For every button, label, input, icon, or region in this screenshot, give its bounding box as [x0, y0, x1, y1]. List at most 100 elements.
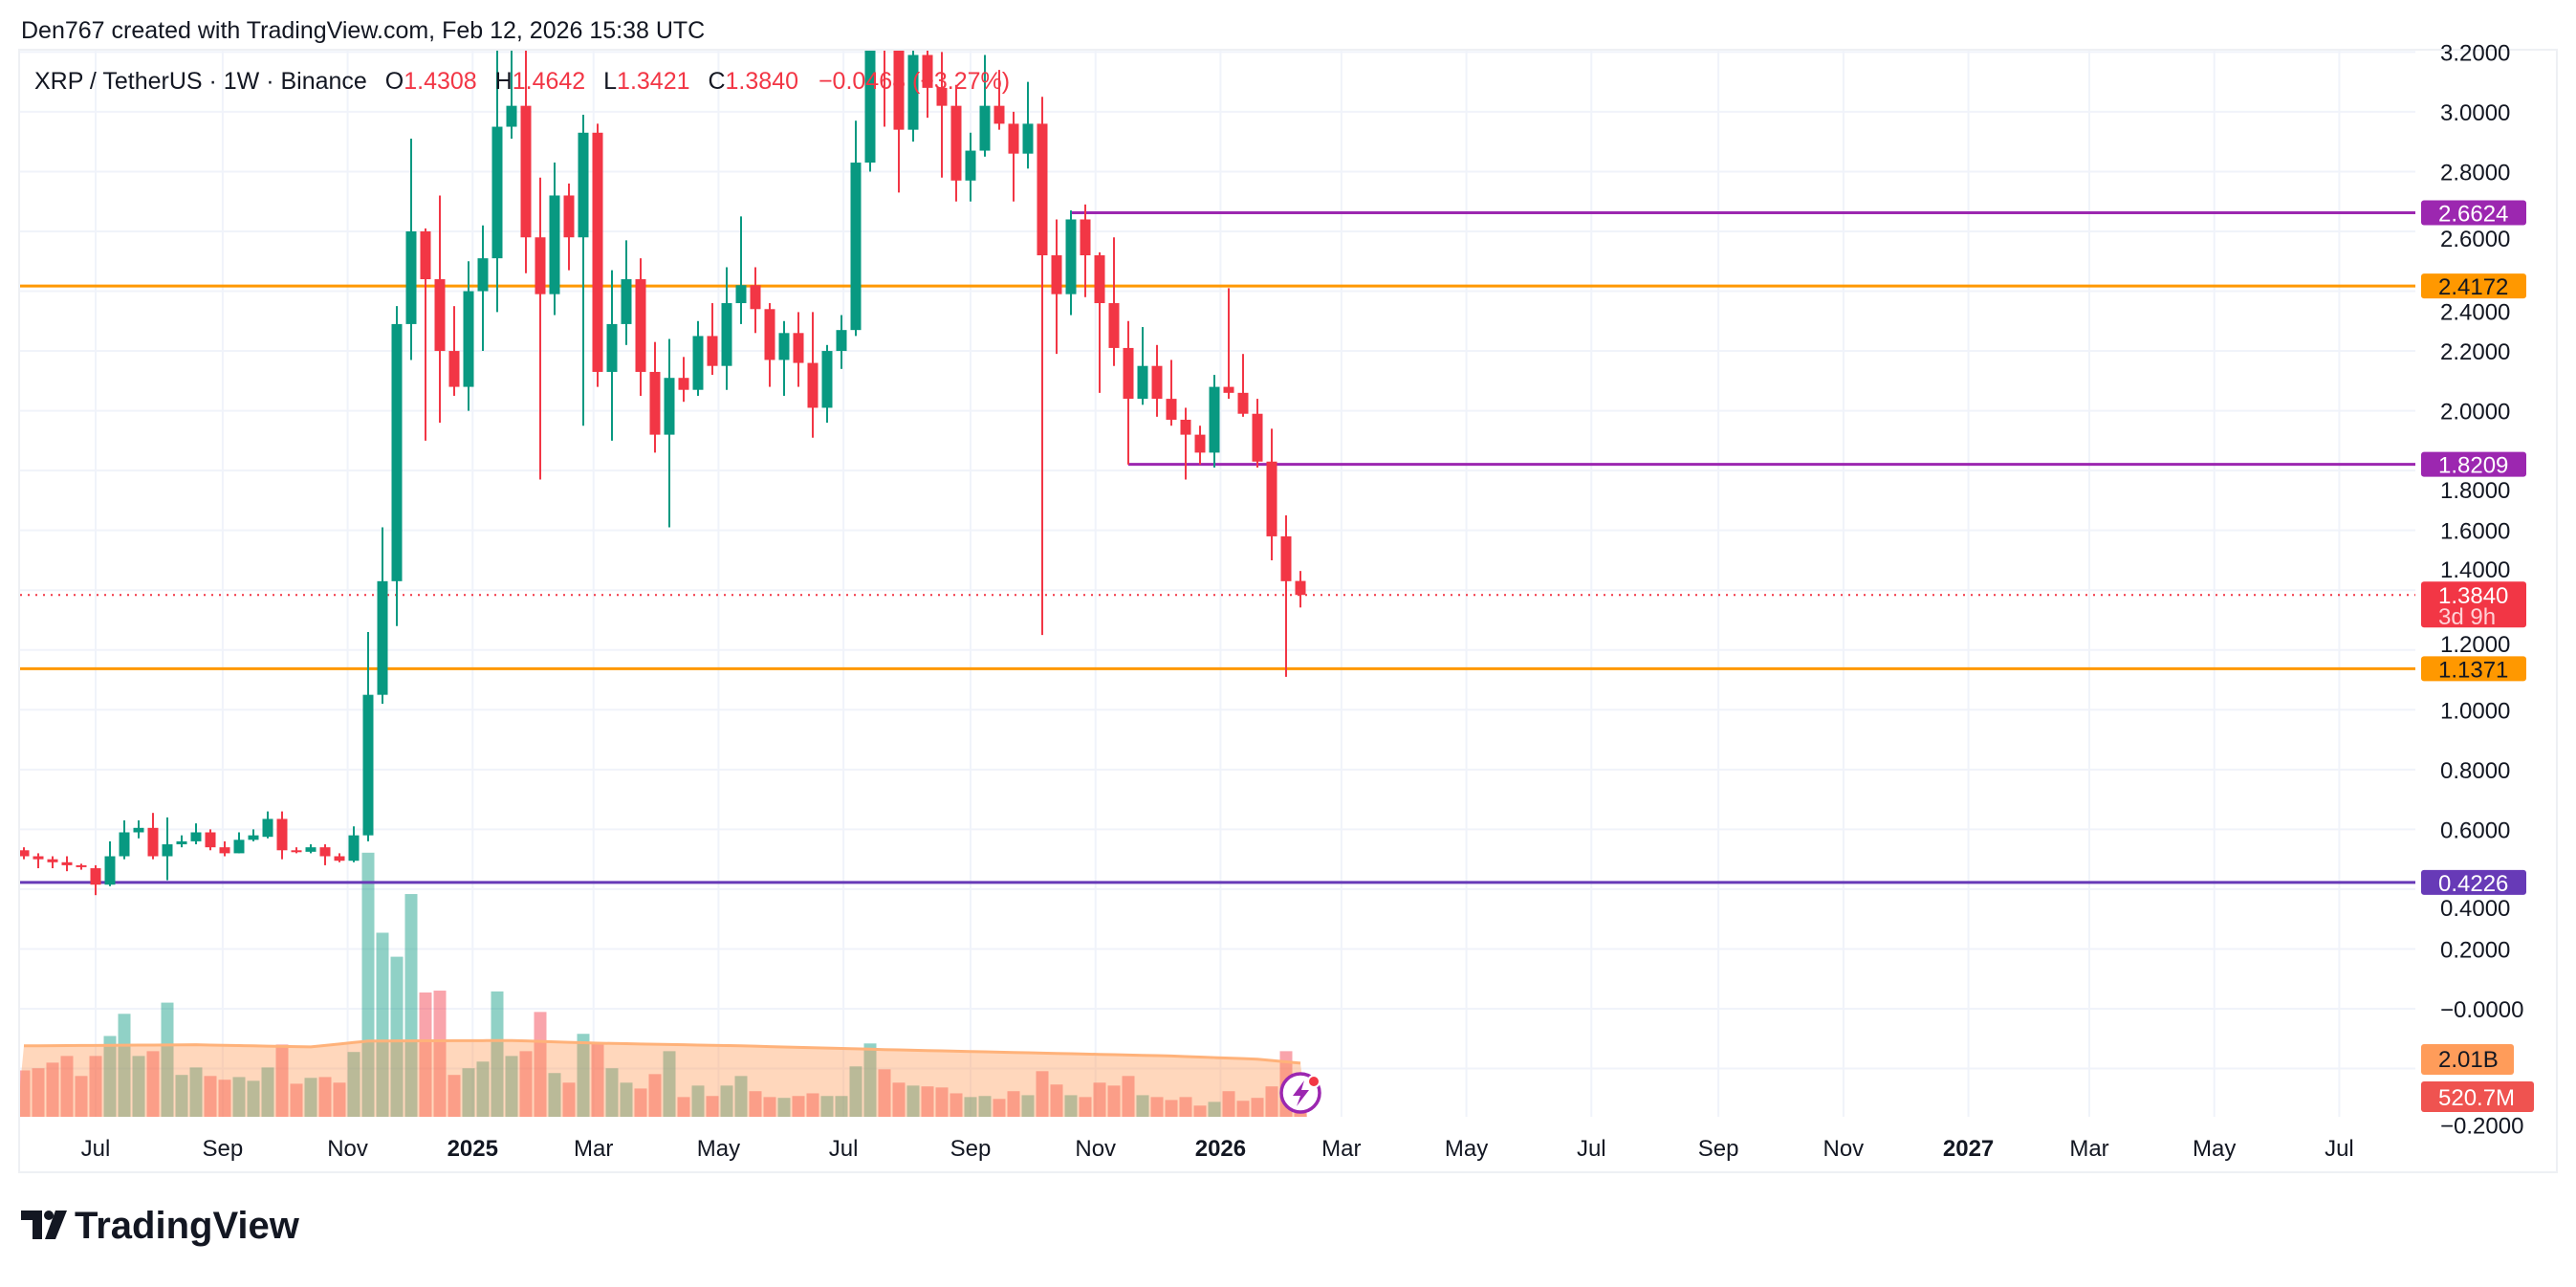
volume-bar	[333, 1082, 346, 1117]
candle-body	[20, 850, 30, 857]
candle-body	[793, 333, 804, 363]
volume-bar	[1122, 1076, 1135, 1117]
candle-body	[549, 195, 560, 294]
candle	[1180, 407, 1191, 480]
volume-bar	[204, 1076, 217, 1117]
level-price-badge	[2421, 200, 2526, 226]
candle-body	[448, 351, 460, 387]
candle	[434, 195, 446, 424]
price-tick-label: 0.6000	[2440, 818, 2510, 843]
candle-body	[979, 105, 991, 151]
candle-body	[649, 371, 661, 435]
candle-body	[162, 844, 173, 857]
volume-ma-line	[23, 1038, 1301, 1065]
volume-bar	[605, 1068, 619, 1117]
volume-bar	[577, 1034, 590, 1117]
volume-bar	[534, 1012, 547, 1117]
candle	[405, 139, 417, 360]
volume-bar	[691, 1085, 705, 1117]
candle	[907, 51, 919, 142]
last-price-badge	[2421, 581, 2526, 628]
candle-body	[692, 336, 704, 390]
candle-body	[348, 835, 360, 862]
lightning-bolt-icon[interactable]	[1279, 1072, 1321, 1114]
horizontal-levels[interactable]	[20, 210, 2415, 884]
candle	[880, 0, 890, 127]
time-axis[interactable]: Jul Sep Nov 2025 Mar May Jul Sep Nov 2026 Mar May Ju…	[81, 1136, 2354, 1162]
candle-body	[119, 832, 130, 857]
candle-body	[434, 279, 446, 352]
candle	[262, 811, 273, 839]
volume-bar	[132, 1056, 145, 1117]
bar-countdown-label: 3d 9h	[2438, 604, 2496, 630]
volume-bar	[777, 1098, 791, 1117]
price-tick-label: −0.2000	[2440, 1114, 2523, 1140]
volume-bar	[1208, 1102, 1221, 1117]
candle-body	[90, 868, 101, 885]
candle-body	[61, 862, 73, 865]
candle	[233, 832, 245, 854]
volume-bar	[1193, 1105, 1207, 1117]
volume-bar	[89, 1056, 102, 1117]
candle	[893, 51, 905, 193]
candle-body	[477, 258, 489, 292]
candle	[993, 70, 1005, 130]
candle	[1108, 237, 1120, 366]
candle	[61, 856, 73, 872]
price-tick-label: 3.0000	[2440, 100, 2510, 126]
time-tick-label: 2026	[1195, 1136, 1246, 1162]
candle	[606, 270, 618, 441]
volume-bar	[290, 1083, 303, 1117]
candle-body	[821, 351, 833, 408]
volume-bar	[978, 1096, 992, 1117]
volume-bar	[806, 1093, 819, 1117]
tradingview-logo: TradingView	[21, 1205, 300, 1247]
legend-open: 1.4308	[404, 68, 476, 95]
candle	[377, 527, 388, 705]
candle-body	[893, 51, 905, 130]
price-tick-label: 3.2000	[2440, 40, 2510, 66]
candle	[535, 177, 546, 480]
candle-body	[176, 840, 187, 845]
candle-body	[420, 230, 431, 280]
legend-symbol: XRP / TetherUS · 1W · Binance	[34, 68, 367, 95]
candle-body	[47, 859, 58, 862]
candle-body	[1237, 392, 1249, 414]
candle-body	[950, 105, 962, 181]
candle	[219, 840, 230, 857]
candle-body	[864, 51, 876, 164]
level-price-badge	[2421, 869, 2526, 895]
candle	[764, 303, 775, 387]
time-tick-label: 2025	[448, 1136, 498, 1162]
legend-high: 1.4642	[513, 68, 585, 95]
candle-body	[880, 0, 890, 37]
time-tick-label: 2027	[1943, 1136, 1994, 1162]
volume-bar	[1093, 1082, 1106, 1117]
candle	[1166, 360, 1177, 426]
candle	[420, 228, 431, 441]
candles	[20, 0, 1306, 896]
price-tick-label: 0.2000	[2440, 937, 2510, 963]
candle-body	[965, 150, 976, 181]
time-tick-label: Jul	[829, 1136, 859, 1162]
legend-close-label: C	[708, 68, 725, 95]
candle-body	[707, 336, 718, 366]
time-tick-label: May	[697, 1136, 740, 1162]
volume-bar	[792, 1096, 805, 1117]
volume-bar	[706, 1096, 719, 1117]
candle-body	[1252, 413, 1263, 462]
level-price-badge	[2421, 273, 2526, 299]
candle	[950, 84, 962, 202]
volume-bar	[849, 1066, 862, 1117]
price-axis[interactable]: 3.2000 3.0000 2.8000 2.6000 2.4000 2.2000 2.00…	[2440, 40, 2523, 1139]
volume-bar	[562, 1082, 576, 1117]
candle-body	[922, 55, 933, 88]
volume-bar	[476, 1061, 490, 1117]
time-tick-label: Nov	[1823, 1136, 1865, 1162]
volume-bar	[232, 1077, 246, 1117]
candle-body	[1209, 386, 1220, 453]
candle-body	[233, 840, 245, 854]
volume-bar	[419, 992, 432, 1117]
candle-body	[405, 230, 417, 324]
